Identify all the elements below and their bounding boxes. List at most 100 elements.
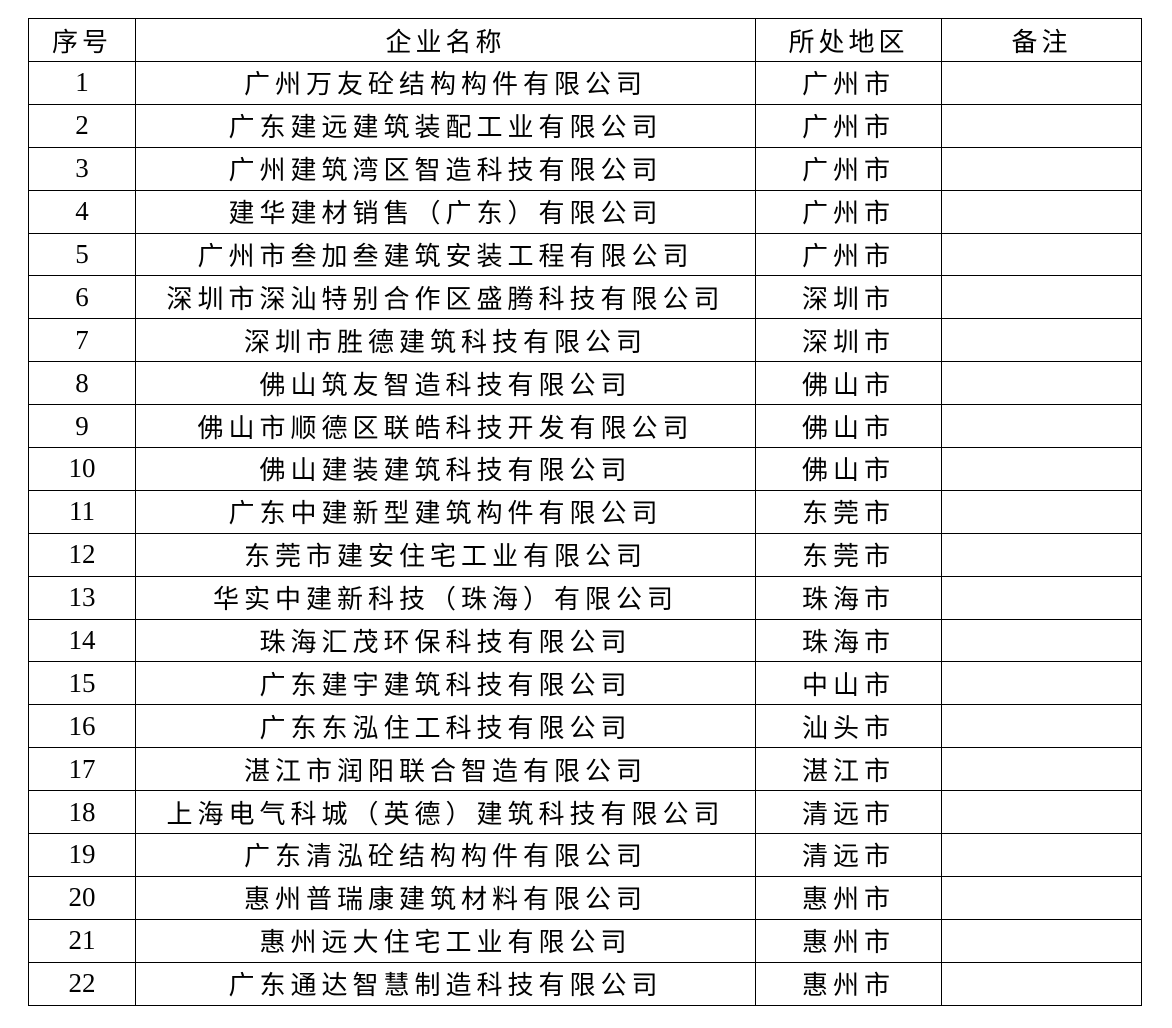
serial-cell: 10 (28, 447, 136, 491)
company-name-cell: 深圳市胜德建筑科技有限公司 (135, 318, 756, 363)
region-cell: 深圳市 (755, 318, 942, 363)
region-cell: 东莞市 (755, 489, 942, 534)
serial-cell: 11 (28, 489, 136, 534)
company-name-cell: 广东通达智慧制造科技有限公司 (135, 961, 756, 1006)
region-cell: 中山市 (755, 661, 942, 706)
region-cell: 佛山市 (755, 404, 942, 449)
table-row: 2 广东建远建筑装配工业有限公司 广州市 (28, 103, 1142, 148)
serial-cell: 14 (28, 618, 136, 663)
remarks-cell (941, 961, 1142, 1006)
region-cell: 广州市 (755, 103, 942, 148)
region-cell: 佛山市 (755, 361, 942, 406)
table-row: 17 湛江市润阳联合智造有限公司 湛江市 (28, 747, 1142, 792)
region-cell: 清远市 (755, 833, 942, 877)
company-name-cell: 惠州远大住宅工业有限公司 (135, 918, 756, 963)
remarks-cell (941, 61, 1142, 105)
region-cell: 广州市 (755, 61, 942, 105)
table-row: 7 深圳市胜德建筑科技有限公司 深圳市 (28, 318, 1142, 363)
remarks-cell (941, 103, 1142, 148)
serial-cell: 21 (28, 918, 136, 963)
serial-cell: 6 (28, 275, 136, 320)
region-cell: 汕头市 (755, 704, 942, 749)
table-row: 14 珠海汇茂环保科技有限公司 珠海市 (28, 618, 1142, 663)
header-company-name: 企业名称 (135, 18, 756, 62)
company-name-cell: 广东东泓住工科技有限公司 (135, 704, 756, 749)
table-row: 4 建华建材销售（广东）有限公司 广州市 (28, 189, 1142, 234)
remarks-cell (941, 361, 1142, 406)
enterprise-table: 序号 企业名称 所处地区 备注 1 广州万友砼结构构件有限公司 广州市 2 广东建远建筑… (28, 18, 1142, 1006)
table-row: 22 广东通达智慧制造科技有限公司 惠州市 (28, 961, 1142, 1006)
region-cell: 广州市 (755, 189, 942, 234)
remarks-cell (941, 790, 1142, 835)
table-row: 6 深圳市深汕特别合作区盛腾科技有限公司 深圳市 (28, 275, 1142, 320)
serial-cell: 13 (28, 575, 136, 620)
serial-cell: 8 (28, 361, 136, 406)
table-row: 9 佛山市顺德区联皓科技开发有限公司 佛山市 (28, 404, 1142, 449)
serial-cell: 19 (28, 833, 136, 877)
table-row: 8 佛山筑友智造科技有限公司 佛山市 (28, 361, 1142, 406)
table-row: 21 惠州远大住宅工业有限公司 惠州市 (28, 918, 1142, 963)
region-cell: 清远市 (755, 790, 942, 835)
remarks-cell (941, 661, 1142, 706)
table-row: 20 惠州普瑞康建筑材料有限公司 惠州市 (28, 875, 1142, 920)
serial-cell: 2 (28, 103, 136, 148)
company-name-cell: 广东建远建筑装配工业有限公司 (135, 103, 756, 148)
remarks-cell (941, 404, 1142, 449)
header-remarks: 备注 (941, 18, 1142, 62)
region-cell: 湛江市 (755, 747, 942, 792)
serial-cell: 16 (28, 704, 136, 749)
remarks-cell (941, 704, 1142, 749)
serial-cell: 4 (28, 189, 136, 234)
serial-cell: 15 (28, 661, 136, 706)
table-row: 13 华实中建新科技（珠海）有限公司 珠海市 (28, 575, 1142, 620)
table-row: 18 上海电气科城（英德）建筑科技有限公司 清远市 (28, 790, 1142, 835)
company-name-cell: 珠海汇茂环保科技有限公司 (135, 618, 756, 663)
company-name-cell: 佛山筑友智造科技有限公司 (135, 361, 756, 406)
remarks-cell (941, 275, 1142, 320)
serial-cell: 9 (28, 404, 136, 449)
region-cell: 珠海市 (755, 618, 942, 663)
serial-cell: 5 (28, 232, 136, 277)
remarks-cell (941, 575, 1142, 620)
region-cell: 东莞市 (755, 532, 942, 577)
region-cell: 广州市 (755, 232, 942, 277)
table-row: 5 广州市叁加叁建筑安装工程有限公司 广州市 (28, 232, 1142, 277)
serial-cell: 1 (28, 61, 136, 105)
remarks-cell (941, 532, 1142, 577)
region-cell: 惠州市 (755, 918, 942, 963)
table-row: 10 佛山建装建筑科技有限公司 佛山市 (28, 447, 1142, 491)
region-cell: 广州市 (755, 146, 942, 191)
table-row: 16 广东东泓住工科技有限公司 汕头市 (28, 704, 1142, 749)
company-name-cell: 上海电气科城（英德）建筑科技有限公司 (135, 790, 756, 835)
remarks-cell (941, 232, 1142, 277)
header-serial: 序号 (28, 18, 136, 62)
table-row: 3 广州建筑湾区智造科技有限公司 广州市 (28, 146, 1142, 191)
table-row: 11 广东中建新型建筑构件有限公司 东莞市 (28, 489, 1142, 534)
serial-cell: 3 (28, 146, 136, 191)
company-name-cell: 东莞市建安住宅工业有限公司 (135, 532, 756, 577)
serial-cell: 18 (28, 790, 136, 835)
remarks-cell (941, 489, 1142, 534)
table-body: 1 广州万友砼结构构件有限公司 广州市 2 广东建远建筑装配工业有限公司 广州市 3 广州建筑… (28, 61, 1142, 1006)
company-name-cell: 深圳市深汕特别合作区盛腾科技有限公司 (135, 275, 756, 320)
serial-cell: 17 (28, 747, 136, 792)
remarks-cell (941, 747, 1142, 792)
company-name-cell: 广东中建新型建筑构件有限公司 (135, 489, 756, 534)
serial-cell: 22 (28, 961, 136, 1006)
serial-cell: 20 (28, 875, 136, 920)
company-name-cell: 华实中建新科技（珠海）有限公司 (135, 575, 756, 620)
table-row: 1 广州万友砼结构构件有限公司 广州市 (28, 61, 1142, 105)
table-row: 12 东莞市建安住宅工业有限公司 东莞市 (28, 532, 1142, 577)
company-name-cell: 佛山市顺德区联皓科技开发有限公司 (135, 404, 756, 449)
company-name-cell: 湛江市润阳联合智造有限公司 (135, 747, 756, 792)
remarks-cell (941, 318, 1142, 363)
company-name-cell: 广州万友砼结构构件有限公司 (135, 61, 756, 105)
company-name-cell: 惠州普瑞康建筑材料有限公司 (135, 875, 756, 920)
remarks-cell (941, 146, 1142, 191)
company-name-cell: 佛山建装建筑科技有限公司 (135, 447, 756, 491)
company-name-cell: 建华建材销售（广东）有限公司 (135, 189, 756, 234)
remarks-cell (941, 918, 1142, 963)
remarks-cell (941, 875, 1142, 920)
remarks-cell (941, 618, 1142, 663)
remarks-cell (941, 189, 1142, 234)
